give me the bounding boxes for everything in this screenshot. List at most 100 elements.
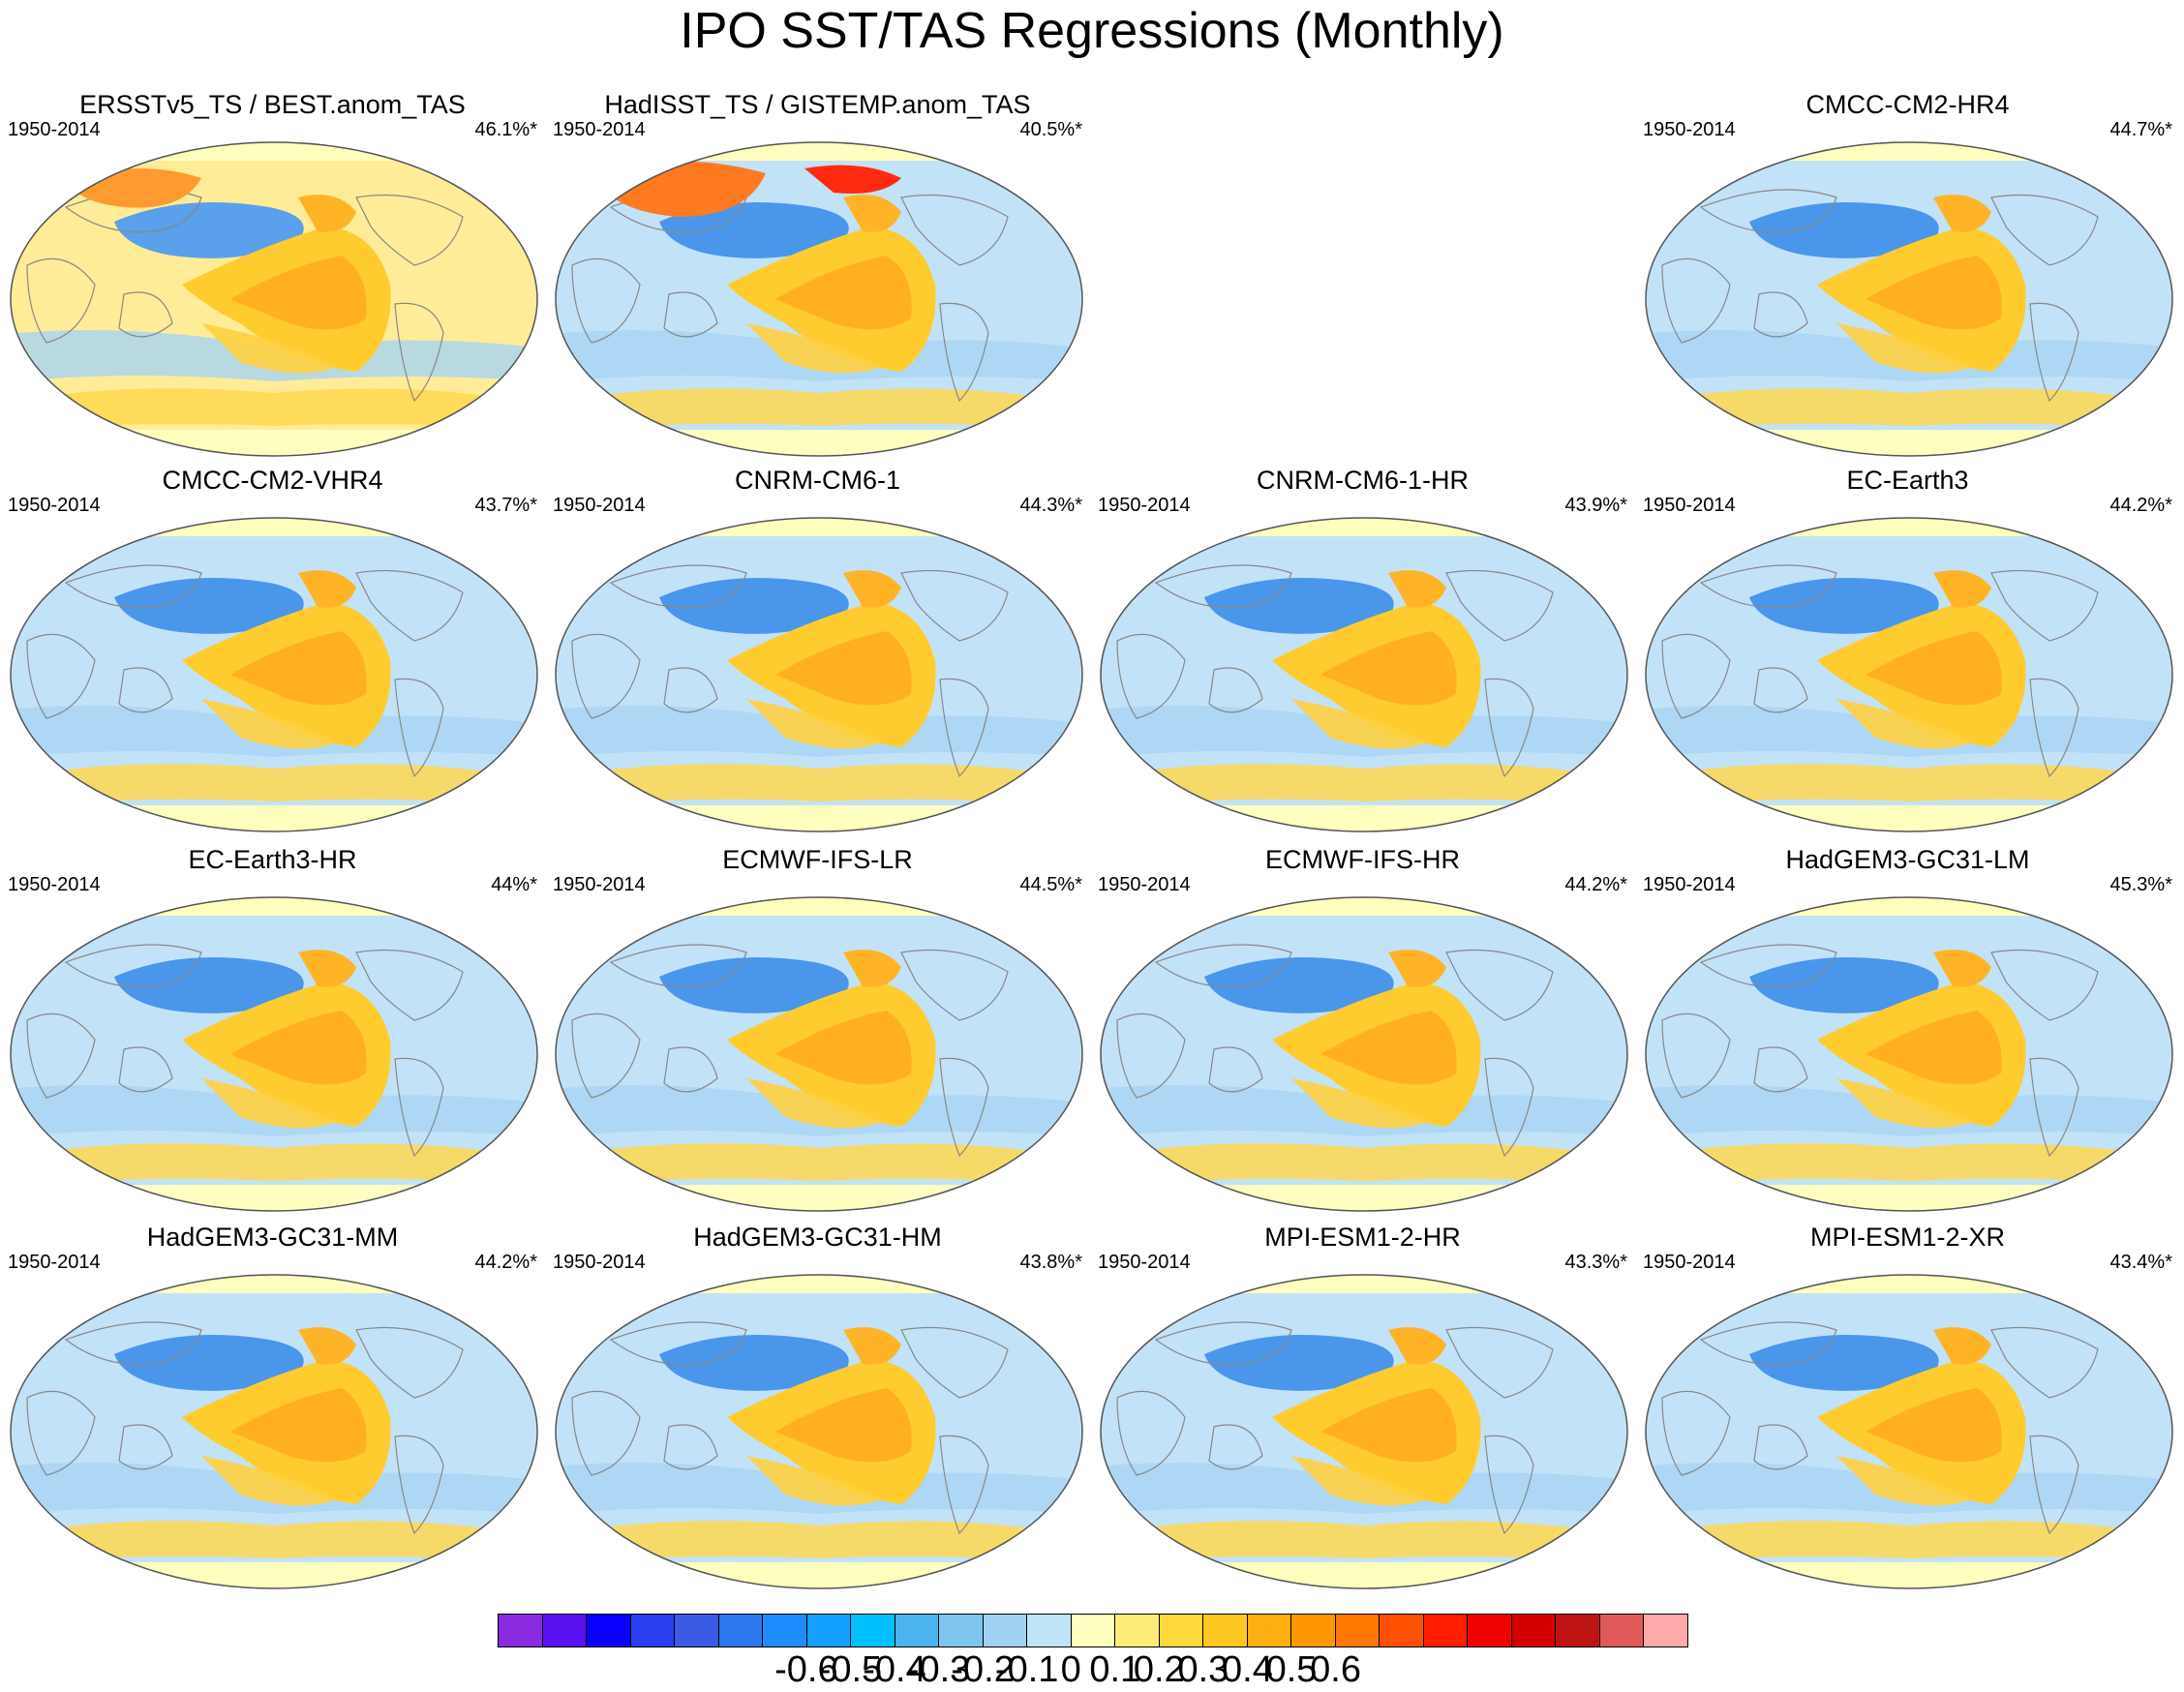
panel-percent-variance: 40.5%* [1019, 119, 1083, 140]
colorbar-swatch [983, 1615, 1028, 1647]
colorbar-tick-label: -0.4 [863, 1649, 926, 1690]
colorbar-swatch [806, 1615, 852, 1647]
regression-map [553, 515, 1085, 834]
colorbar-tick-label: 0.3 [1177, 1649, 1229, 1690]
map-panel: HadGEM3-GC31-LM 1950-2014 45.3%* [1635, 844, 2180, 1217]
panel-period: 1950-2014 [1098, 1252, 1191, 1273]
colorbar-swatch [939, 1615, 984, 1647]
panel-period: 1950-2014 [553, 1252, 646, 1273]
colorbar-swatch [587, 1615, 631, 1647]
map-panel: HadGEM3-GC31-HM 1950-2014 43.8%* [545, 1222, 1090, 1594]
regression-map [1643, 894, 2175, 1214]
regression-map [8, 894, 540, 1214]
panel-percent-variance: 46.1%* [474, 119, 538, 140]
colorbar-swatch [851, 1615, 895, 1647]
panel-title: HadGEM3-GC31-MM [146, 1223, 399, 1252]
panel-percent-variance: 44.2%* [474, 1252, 538, 1273]
regression-map [553, 894, 1085, 1214]
panel-title: CNRM-CM6-1-HR [1257, 466, 1469, 495]
map-panel: EC-Earth3-HR 1950-2014 44%* [0, 844, 545, 1217]
colorbar-tick-label: 0.5 [1265, 1649, 1318, 1690]
map-panel: ECMWF-IFS-HR 1950-2014 44.2%* [1090, 844, 1635, 1217]
map-panel: CMCC-CM2-VHR4 1950-2014 43.7%* [0, 465, 545, 837]
panel-percent-variance: 43.9%* [1564, 495, 1628, 516]
regression-map [553, 1272, 1085, 1591]
panel-percent-variance: 43.8%* [1019, 1252, 1083, 1273]
panel-period: 1950-2014 [8, 874, 101, 895]
panel-title: CMCC-CM2-HR4 [1805, 90, 2010, 119]
panel-percent-variance: 44.7%* [2109, 119, 2173, 140]
colorbar-swatch [1291, 1615, 1336, 1647]
colorbar-swatch [1159, 1615, 1204, 1647]
colorbar-tick-label: 0.1 [1089, 1649, 1141, 1690]
map-panel: MPI-ESM1-2-XR 1950-2014 43.4%* [1635, 1222, 2180, 1594]
colorbar-tick-label: -0.3 [906, 1649, 971, 1690]
panel-title: MPI-ESM1-2-HR [1264, 1223, 1461, 1252]
colorbar-swatch [1115, 1615, 1160, 1647]
colorbar-tick-label: -0.1 [994, 1649, 1059, 1690]
regression-map [1643, 1272, 2175, 1591]
figure-title: IPO SST/TAS Regressions (Monthly) [680, 3, 1504, 59]
panel-percent-variance: 44%* [491, 874, 537, 895]
colorbar-swatch [1203, 1615, 1248, 1647]
panel-title: CNRM-CM6-1 [735, 466, 900, 495]
map-panel: ERSSTv5_TS / BEST.anom_TAS 1950-2014 46.1%… [0, 89, 545, 462]
regression-map [8, 1272, 540, 1591]
panel-period: 1950-2014 [8, 495, 101, 516]
panel-title: EC-Earth3-HR [188, 845, 357, 874]
colorbar-swatch [895, 1615, 940, 1647]
panel-percent-variance: 44.2%* [2109, 495, 2173, 516]
panel-period: 1950-2014 [1643, 874, 1736, 895]
colorbar-tick-label: 0.2 [1133, 1649, 1185, 1690]
panel-title: CMCC-CM2-VHR4 [162, 466, 383, 495]
panel-percent-variance: 43.4%* [2109, 1252, 2173, 1273]
panel-percent-variance: 44.2%* [1564, 874, 1628, 895]
regression-map [553, 139, 1085, 459]
panel-period: 1950-2014 [1643, 495, 1736, 516]
colorbar-tick-label: 0 [1060, 1649, 1081, 1690]
panel-period: 1950-2014 [1098, 495, 1191, 516]
regression-map [1098, 515, 1630, 834]
colorbar-swatch [1556, 1615, 1600, 1647]
regression-map [1098, 1272, 1630, 1591]
panel-period: 1950-2014 [1643, 1252, 1736, 1273]
map-panel: ECMWF-IFS-LR 1950-2014 44.5%* [545, 844, 1090, 1217]
map-panel: CNRM-CM6-1 1950-2014 44.3%* [545, 465, 1090, 837]
panel-period: 1950-2014 [553, 495, 646, 516]
panel-period: 1950-2014 [8, 119, 101, 140]
colorbar-swatch [1247, 1615, 1292, 1647]
colorbar-swatch [1468, 1615, 1512, 1647]
panel-title: ERSSTv5_TS / BEST.anom_TAS [79, 90, 466, 119]
colorbar-tick-label: -0.2 [951, 1649, 1015, 1690]
colorbar-swatch [1335, 1615, 1380, 1647]
panel-title: HadISST_TS / GISTEMP.anom_TAS [604, 90, 1031, 119]
panel-title: ECMWF-IFS-HR [1265, 845, 1460, 874]
colorbar-swatch [1071, 1615, 1116, 1647]
panel-title: EC-Earth3 [1846, 466, 1969, 495]
panel-period: 1950-2014 [8, 1252, 101, 1273]
colorbar-swatch [763, 1615, 807, 1647]
colorbar-tick-label: 0.4 [1222, 1649, 1273, 1690]
panel-title: HadGEM3-GC31-HM [693, 1223, 942, 1252]
panel-percent-variance: 45.3%* [2109, 874, 2173, 895]
map-panel: CMCC-CM2-HR4 1950-2014 44.7%* [1635, 89, 2180, 462]
regression-map [1643, 515, 2175, 834]
regression-map [1643, 139, 2175, 459]
panel-period: 1950-2014 [1643, 119, 1736, 140]
colorbar-tick-label: -0.5 [818, 1649, 883, 1690]
colorbar-swatch [1599, 1615, 1645, 1647]
colorbar-swatch [630, 1615, 676, 1647]
regression-map [1098, 894, 1630, 1214]
colorbar-swatch [1511, 1615, 1557, 1647]
panel-title: MPI-ESM1-2-XR [1809, 1223, 2006, 1252]
panel-period: 1950-2014 [553, 119, 646, 140]
panel-title: ECMWF-IFS-LR [722, 845, 913, 874]
panel-percent-variance: 44.5%* [1019, 874, 1083, 895]
map-panel: HadISST_TS / GISTEMP.anom_TAS 1950-2014 40… [545, 89, 1090, 462]
map-panel: HadGEM3-GC31-MM 1950-2014 44.2%* [0, 1222, 545, 1594]
colorbar [498, 1614, 1688, 1647]
colorbar-swatch [718, 1615, 764, 1647]
panel-period: 1950-2014 [1098, 874, 1191, 895]
colorbar-swatch [1027, 1615, 1072, 1647]
colorbar-swatch [675, 1615, 719, 1647]
